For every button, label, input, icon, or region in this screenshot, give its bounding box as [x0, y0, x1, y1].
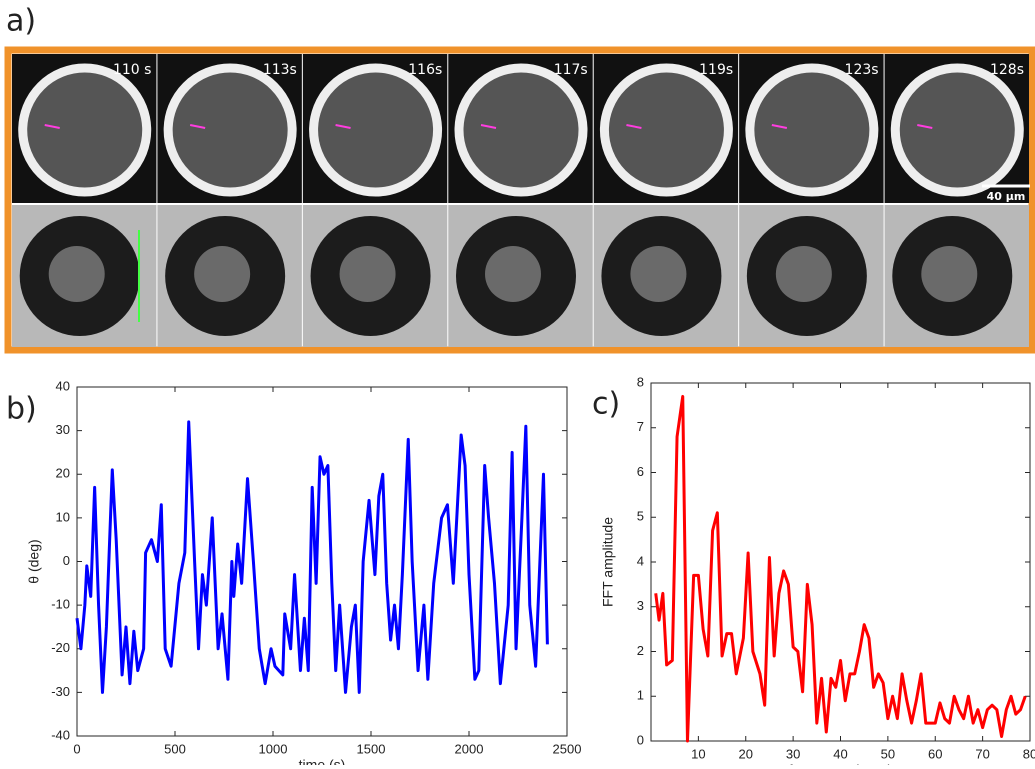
y-tick-label: 2	[637, 643, 644, 658]
x-tick-label: 500	[164, 741, 186, 756]
y-tick-label: 0	[63, 553, 70, 568]
arrow	[771, 124, 788, 129]
y-tick-label: -40	[51, 727, 70, 742]
droplet-core	[485, 246, 541, 302]
arrow	[44, 124, 60, 129]
x-tick-label: 30	[786, 746, 800, 761]
y-axis-label: FFT amplitude	[600, 517, 616, 607]
x-tick-label: 20	[739, 746, 753, 761]
droplet-core	[921, 246, 978, 302]
panel-label: a)	[6, 4, 36, 39]
frame-time: 119s	[699, 62, 733, 78]
frame-time: 128s	[990, 62, 1024, 78]
droplet-core	[339, 246, 396, 302]
arrow	[335, 124, 351, 129]
droplet-rim	[454, 63, 588, 197]
y-tick-label: 40	[56, 378, 70, 393]
y-tick-label: 30	[56, 422, 70, 437]
arrow	[480, 124, 497, 129]
y-tick-label: 10	[56, 509, 70, 524]
y-tick-label: 7	[637, 419, 644, 434]
y-tick-label: 6	[637, 464, 644, 479]
droplet-interior	[24, 70, 145, 190]
data-line	[75, 420, 549, 694]
y-tick-label: 20	[56, 466, 70, 481]
y-tick-label: -30	[51, 684, 70, 699]
x-tick-label: 1000	[259, 741, 288, 756]
droplet-interior	[751, 70, 872, 190]
y-axis-label: θ (deg)	[26, 539, 42, 583]
frame-time: 117s	[554, 62, 588, 78]
x-tick-label: 50	[881, 746, 895, 761]
frame-time: 110 s	[113, 62, 151, 78]
frame-time: 116s	[408, 62, 442, 78]
arrow	[917, 124, 933, 129]
droplet-core	[194, 246, 251, 302]
image-strip: 110 s 113s 116s 117s 119s 123s 128s 40 µm	[12, 54, 1030, 347]
droplet-interior	[170, 70, 291, 190]
droplet-rim	[309, 63, 443, 197]
y-tick-label: 8	[637, 374, 644, 389]
y-tick-label: 1	[637, 688, 644, 703]
y-tick-label: 4	[637, 553, 644, 568]
droplet-rim	[745, 63, 879, 197]
y-tick-label: 0	[637, 732, 644, 747]
x-axis-label: time (s)	[299, 757, 346, 765]
x-tick-label: 2500	[553, 741, 582, 756]
y-tick-label: -20	[51, 640, 70, 655]
x-tick-label: 60	[928, 746, 942, 761]
y-tick-label: 5	[637, 509, 644, 524]
droplet-rim	[599, 63, 733, 197]
arrow	[626, 124, 642, 129]
x-tick-label: 40	[833, 746, 847, 761]
x-tick-label: 70	[975, 746, 989, 761]
scale-bar-label: 40 µm	[987, 190, 1026, 203]
droplet-core	[775, 246, 832, 302]
x-tick-label: 80	[1023, 746, 1035, 761]
x-tick-label: 10	[691, 746, 705, 761]
frame-border	[4, 46, 1035, 354]
y-tick-label: 3	[637, 598, 644, 613]
data-line	[654, 394, 1027, 743]
arrow	[189, 124, 206, 129]
droplet-rim	[890, 63, 1024, 197]
frame-time: 113s	[263, 62, 297, 78]
droplet-rim	[163, 63, 297, 197]
x-tick-label: 1500	[357, 741, 386, 756]
y-tick-label: -10	[51, 597, 70, 612]
droplet-interior	[897, 70, 1018, 190]
droplet-core	[48, 246, 105, 302]
panel-label: b)	[6, 392, 37, 427]
plot-area	[650, 382, 1031, 742]
panel-label: c)	[592, 387, 620, 422]
droplet-interior	[606, 70, 727, 190]
frame-time: 123s	[845, 62, 879, 78]
x-tick-label: 2000	[455, 741, 484, 756]
x-tick-label: 0	[73, 741, 80, 756]
droplet-interior	[315, 70, 436, 190]
droplet-interior	[461, 70, 581, 190]
droplet-core	[630, 246, 687, 302]
droplet-rim	[18, 63, 152, 197]
